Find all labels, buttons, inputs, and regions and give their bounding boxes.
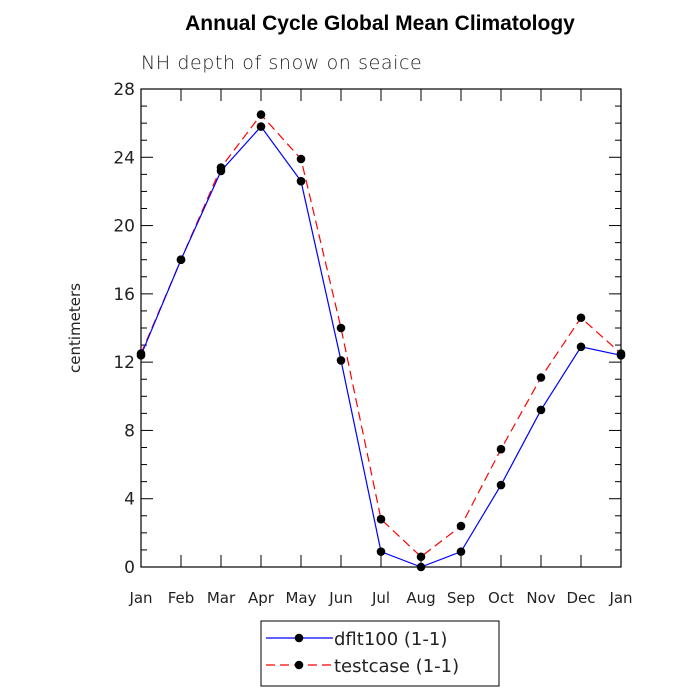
x-tick-label: Oct [488, 589, 514, 607]
series-layer [136, 110, 626, 572]
x-tick-label: May [285, 589, 316, 607]
y-tick-label: 4 [124, 490, 135, 510]
x-tick-label: Jun [328, 589, 352, 607]
data-point-series-1 [456, 521, 466, 531]
y-tick-label: 12 [113, 353, 135, 373]
y-tick-label: 28 [113, 80, 135, 100]
data-point-series-0 [496, 480, 506, 490]
y-tick-label: 0 [124, 558, 135, 578]
series-line-1 [140, 113, 622, 558]
data-point-series-1 [536, 373, 546, 382]
x-axis-ticks: Jan Feb Mar Apr May Jun Jul Aug Sep Oct Nov Dec Jan [128, 89, 633, 607]
series-line-0 [140, 125, 622, 568]
legend-marker-1 [294, 660, 304, 670]
data-point-series-1 [216, 163, 226, 172]
data-point-series-0 [336, 356, 346, 365]
x-tick-label: Jul [371, 589, 390, 607]
chart-title: Annual Cycle Global Mean Climatology [185, 12, 575, 35]
data-point-series-1 [256, 110, 266, 119]
data-point-series-0 [416, 562, 426, 572]
y-tick-label: 24 [113, 148, 135, 168]
data-point-series-1 [496, 444, 506, 454]
plot-frame [140, 88, 622, 568]
legend-marker-0 [294, 633, 304, 643]
data-point-series-0 [296, 176, 306, 186]
legend-box [260, 620, 500, 687]
x-tick-label: Mar [207, 589, 236, 607]
data-point-series-1 [576, 313, 586, 323]
data-point-series-0 [376, 547, 386, 556]
x-tick-label: Aug [406, 589, 435, 607]
x-tick-label: Jan [128, 589, 152, 607]
data-point-series-1 [416, 552, 426, 562]
x-tick-label: Nov [526, 589, 555, 607]
data-point-series-0 [536, 405, 546, 415]
data-point-series-1 [376, 514, 386, 524]
x-tick-label: Apr [248, 589, 275, 607]
data-point-series-1 [616, 349, 626, 358]
data-point-series-1 [336, 323, 346, 333]
data-point-series-0 [576, 342, 586, 352]
legend-label-0: dflt100 (1-1) [334, 629, 447, 650]
data-point-series-0 [456, 547, 466, 556]
legend: dflt100 (1-1) testcase (1-1) [260, 620, 500, 687]
y-tick-label: 8 [124, 421, 135, 441]
x-tick-label: Feb [168, 589, 195, 607]
y-tick-label: 20 [113, 217, 135, 237]
legend-label-1: testcase (1-1) [334, 656, 459, 677]
y-axis-ticks: 0 4 8 12 16 20 24 28 [113, 80, 621, 578]
y-tick-label: 16 [113, 285, 135, 305]
x-tick-label: Dec [566, 589, 595, 607]
data-point-series-1 [296, 154, 306, 164]
data-point-series-1 [136, 349, 146, 358]
data-point-series-0 [256, 122, 266, 131]
x-tick-label: Sep [447, 589, 475, 607]
x-tick-label: Jan [608, 589, 632, 607]
data-point-series-1 [176, 255, 186, 265]
chart-subtitle: NH depth of snow on seaice [141, 52, 422, 74]
y-axis-label: centimeters [66, 283, 84, 373]
